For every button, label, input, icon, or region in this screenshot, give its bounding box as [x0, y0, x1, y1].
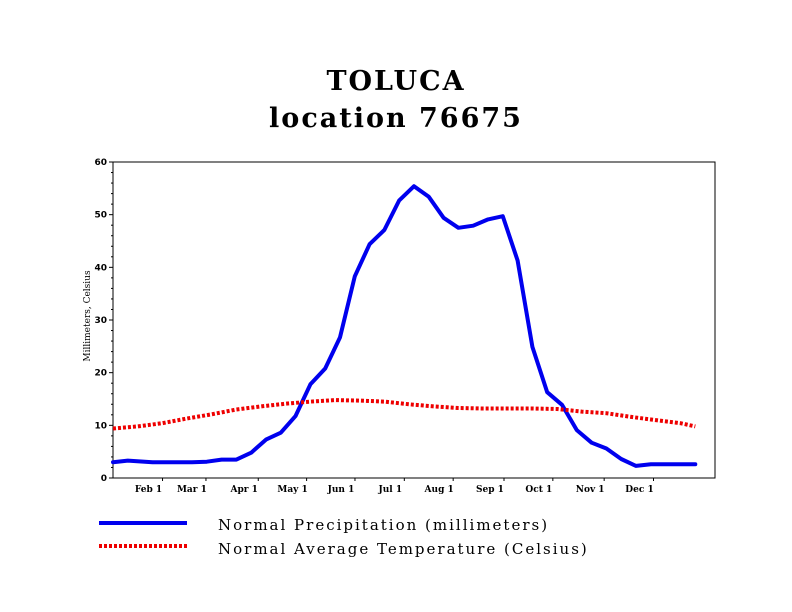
y-axis: 0 10 20 30 40 50 60: [94, 158, 113, 484]
x-tick-label: Jun 1: [327, 485, 355, 495]
y-tick-label: 10: [94, 421, 107, 431]
y-tick-label: 20: [94, 369, 107, 379]
chart-subtitle: location 76675: [269, 103, 523, 134]
legend-label-temperature: Normal Average Temperature (Celsius): [218, 540, 589, 558]
x-tick-label: Nov 1: [576, 485, 605, 495]
x-tick-label: Sep 1: [476, 485, 504, 495]
series-layer: [111, 184, 698, 468]
y-tick-label: 60: [94, 158, 107, 168]
y-axis-label: Millimeters, Celsius: [83, 270, 93, 362]
y-tick-label: 0: [101, 474, 107, 484]
y-tick-label: 30: [94, 316, 107, 326]
x-axis: Feb 1 Mar 1 Apr 1 May 1 Jun 1 Jul 1 Aug 1 Sep 1…: [135, 478, 655, 495]
x-tick-label: May 1: [277, 485, 307, 495]
x-tick-label: Dec 1: [625, 485, 653, 495]
x-tick-label: Oct 1: [525, 485, 552, 495]
x-tick-label: Aug 1: [424, 485, 454, 495]
legend-label-precipitation: Normal Precipitation (millimeters): [218, 516, 550, 534]
plot-frame: [112, 161, 716, 479]
x-tick-label: Apr 1: [230, 485, 258, 495]
series-line-temperature: [112, 398, 696, 431]
series-line-precipitation: [111, 184, 698, 468]
chart-title: TOLUCA: [326, 66, 466, 97]
y-tick-label: 40: [94, 263, 107, 273]
x-tick-label: Mar 1: [177, 485, 207, 495]
x-tick-label: Feb 1: [135, 485, 162, 495]
y-tick-label: 50: [94, 211, 107, 221]
x-tick-label: Jul 1: [378, 485, 403, 495]
